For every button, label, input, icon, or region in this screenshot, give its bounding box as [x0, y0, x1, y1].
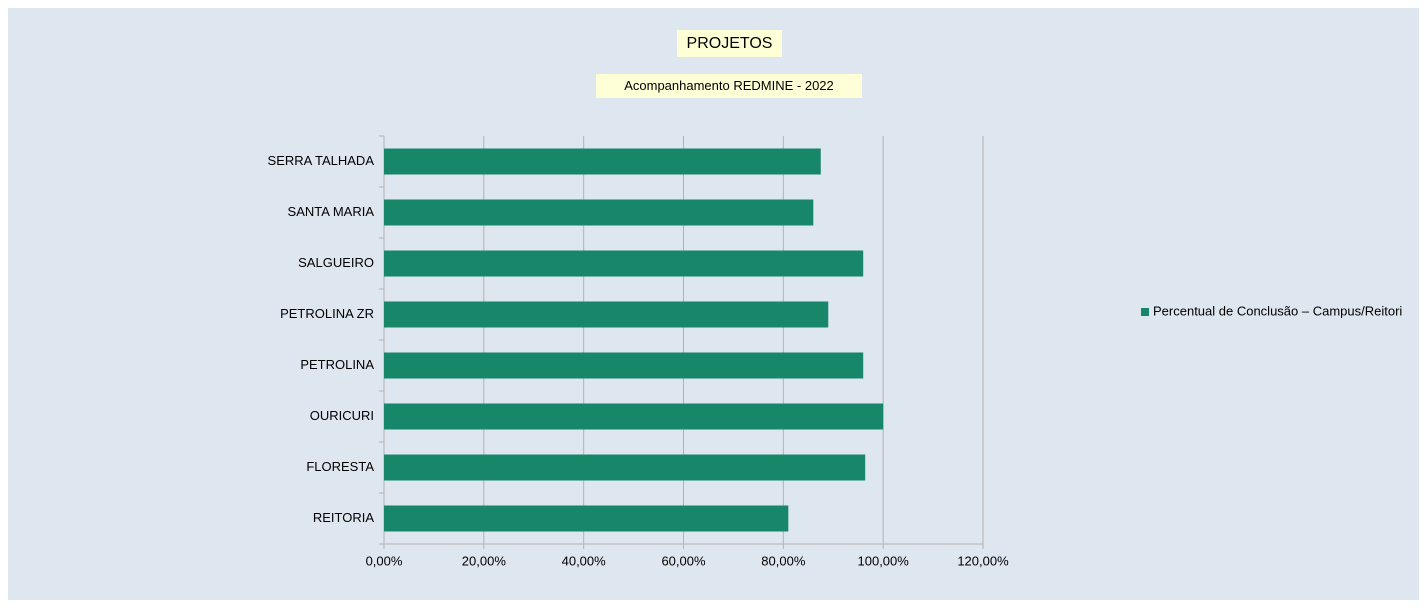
x-tick-label: 20,00% [462, 553, 507, 568]
y-tick-label: PETROLINA [300, 357, 374, 372]
title-box [677, 30, 782, 57]
x-tick-label: 0,00% [366, 553, 403, 568]
x-tick-label: 60,00% [661, 553, 706, 568]
bar [384, 301, 829, 328]
subtitle-box [596, 74, 862, 98]
x-tick-label: 100,00% [858, 553, 910, 568]
x-tick-label: 80,00% [761, 553, 806, 568]
x-tick-label: 120,00% [957, 553, 1009, 568]
bar [384, 352, 864, 379]
y-tick-label: FLORESTA [306, 459, 374, 474]
y-tick-label: REITORIA [313, 510, 374, 525]
bar [384, 199, 814, 226]
bar [384, 148, 821, 175]
bar [384, 250, 864, 277]
bar [384, 454, 866, 481]
y-tick-label: SALGUEIRO [298, 255, 374, 270]
y-tick-label: SANTA MARIA [288, 204, 375, 219]
y-tick-label: PETROLINA ZR [280, 306, 374, 321]
legend-label: Percentual de Conclusão – Campus/Reitori [1153, 303, 1402, 318]
chart-title: PROJETOS [687, 35, 773, 52]
y-tick-label: OURICURI [310, 408, 374, 423]
bar [384, 505, 789, 532]
legend-swatch [1141, 308, 1149, 316]
y-tick-label: SERRA TALHADA [268, 153, 375, 168]
bar [384, 403, 884, 430]
x-tick-label: 40,00% [562, 553, 607, 568]
chart-subtitle: Acompanhamento REDMINE - 2022 [624, 78, 834, 93]
